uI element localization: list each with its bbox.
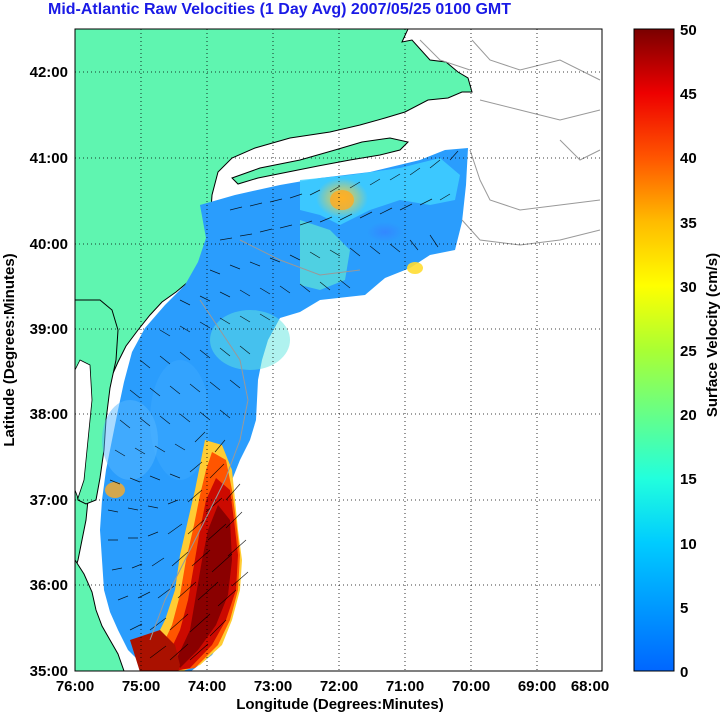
x-tick-label: 76:00 bbox=[56, 678, 94, 695]
x-tick-label: 68:00 bbox=[571, 678, 609, 695]
y-tick-label: 36:00 bbox=[30, 577, 68, 594]
x-tick-label: 72:00 bbox=[320, 678, 358, 695]
y-tick-label: 41:00 bbox=[30, 150, 68, 167]
colorbar-label: Surface Velocity (cm/s) bbox=[704, 253, 721, 417]
chesapeake-bay bbox=[75, 359, 93, 500]
x-axis-ticks: 76:00 75:00 74:00 73:00 72:00 71:00 70:0… bbox=[56, 678, 609, 695]
y-axis-ticks: 42:00 41:00 40:00 39:00 38:00 37:00 36:0… bbox=[30, 64, 68, 680]
colorbar-tick-label: 45 bbox=[680, 86, 697, 103]
map-title: Mid-Atlantic Raw Velocities (1 Day Avg) … bbox=[48, 1, 511, 18]
y-tick-label: 37:00 bbox=[30, 492, 68, 509]
colorbar-tick-label: 15 bbox=[680, 471, 697, 488]
y-axis-label: Latitude (Degrees:Minutes) bbox=[1, 253, 18, 446]
colorbar-tick-label: 25 bbox=[680, 343, 697, 360]
colorbar-tick-label: 10 bbox=[680, 536, 697, 553]
x-tick-label: 70:00 bbox=[452, 678, 490, 695]
x-axis-label: Longitude (Degrees:Minutes) bbox=[236, 696, 444, 713]
colorbar-tick-label: 35 bbox=[680, 215, 697, 232]
x-tick-label: 74:00 bbox=[188, 678, 226, 695]
land-carolina bbox=[75, 559, 125, 671]
y-tick-label: 39:00 bbox=[30, 321, 68, 338]
y-tick-label: 40:00 bbox=[30, 236, 68, 253]
y-tick-label: 42:00 bbox=[30, 64, 68, 81]
colorbar-tick-label: 50 bbox=[680, 22, 697, 39]
colorbar-tick-label: 40 bbox=[680, 150, 697, 167]
bathymetry-contours bbox=[149, 39, 601, 641]
x-tick-label: 69:00 bbox=[518, 678, 556, 695]
colorbar-tick-label: 5 bbox=[680, 600, 688, 617]
y-tick-label: 35:00 bbox=[30, 663, 68, 680]
velocity-field bbox=[100, 148, 468, 671]
colorbar-ticks: 50 45 40 35 30 25 20 15 10 5 0 bbox=[680, 22, 697, 681]
x-tick-label: 75:00 bbox=[122, 678, 160, 695]
x-tick-label: 71:00 bbox=[386, 678, 424, 695]
colorbar-tick-label: 0 bbox=[680, 664, 688, 681]
colorbar bbox=[633, 28, 675, 672]
land-long-island bbox=[231, 137, 409, 185]
y-tick-label: 38:00 bbox=[30, 406, 68, 423]
colorbar-tick-label: 20 bbox=[680, 407, 697, 424]
colorbar-tick-label: 30 bbox=[680, 279, 697, 296]
x-tick-label: 73:00 bbox=[254, 678, 292, 695]
